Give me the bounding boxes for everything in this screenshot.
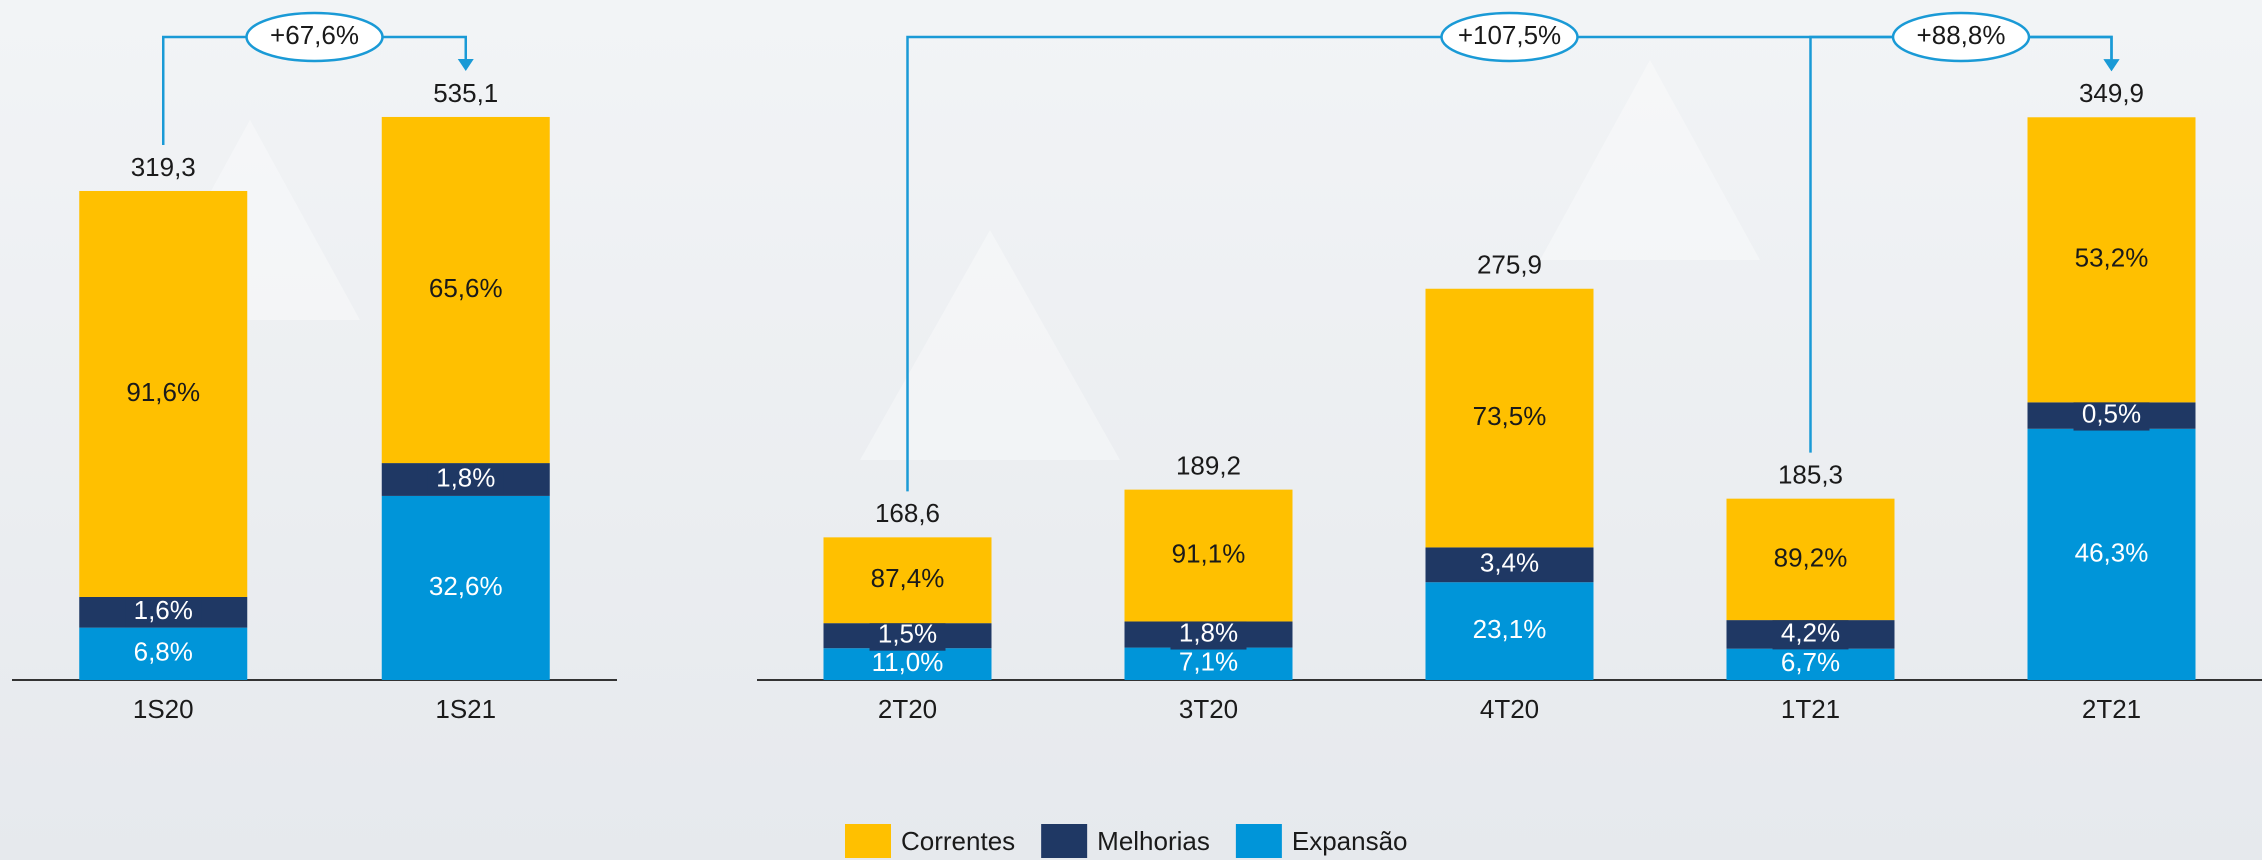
data-label: 6,7% (1781, 647, 1840, 677)
legend-swatch (1041, 824, 1088, 858)
data-label: 91,6% (126, 377, 200, 407)
label-box (1170, 619, 1247, 650)
data-label: 53,2% (2075, 243, 2149, 273)
annotation-arrow (457, 58, 474, 71)
data-label: 11,0% (872, 647, 944, 677)
data-label: 91,1% (1172, 538, 1246, 568)
bar-segment (1124, 489, 1293, 622)
data-label: 3,4% (1480, 548, 1539, 578)
x-tick-label: 2T21 (2082, 694, 2141, 724)
bar-segment (79, 190, 248, 597)
bar-segment (381, 116, 550, 464)
legend-label: Expansão (1292, 826, 1408, 856)
data-label: 46,3% (2075, 537, 2149, 567)
annotation-label: +67,6% (270, 20, 359, 50)
legend-label: Melhorias (1097, 826, 1210, 856)
data-label: 1,8% (1179, 617, 1238, 647)
bar-segment (2027, 117, 2196, 403)
data-label: 23,1% (1473, 614, 1547, 644)
label-box (1471, 549, 1548, 580)
bar-segment (1726, 648, 1895, 680)
bar-segment (381, 495, 550, 680)
total-label: 349,9 (2079, 78, 2144, 108)
x-tick-label: 1T21 (1781, 694, 1840, 724)
annotation-label: +88,8% (1917, 20, 2006, 50)
annotation-bubble (1891, 11, 2031, 63)
data-label: 89,2% (1774, 542, 1848, 572)
total-label: 168,6 (875, 498, 940, 528)
data-label: 32,6% (429, 571, 503, 601)
label-box (1772, 619, 1849, 650)
bar-segment (1726, 498, 1895, 621)
annotation-bubble (245, 11, 384, 63)
data-label: 7,1% (1179, 647, 1238, 677)
label-box (125, 597, 202, 628)
bar-segment (2027, 428, 2196, 680)
total-label: 275,9 (1477, 250, 1542, 280)
label-box (2073, 400, 2150, 431)
data-label: 87,4% (871, 563, 945, 593)
x-tick-label: 3T20 (1179, 694, 1238, 724)
total-label: 189,2 (1176, 450, 1241, 480)
total-label: 185,3 (1778, 460, 1843, 490)
label-box (427, 464, 504, 495)
annotation-arrow (2103, 59, 2120, 72)
bar-segment (1425, 582, 1594, 680)
annotation-bubble (1440, 11, 1579, 63)
label-box (869, 620, 946, 651)
bar-segment (1425, 288, 1594, 548)
bar-segment (823, 648, 992, 680)
bar-segment (823, 537, 992, 624)
total-label: 535,1 (433, 78, 498, 108)
data-label: 1,6% (134, 595, 193, 625)
x-tick-label: 4T20 (1480, 694, 1539, 724)
data-label: 4,2% (1781, 617, 1840, 647)
x-tick-label: 2T20 (878, 694, 937, 724)
x-tick-label: 1S21 (435, 694, 496, 724)
data-label: 6,8% (134, 637, 193, 667)
data-label: 65,6% (429, 273, 503, 303)
bar-segment (1124, 647, 1293, 680)
bar-segment (79, 627, 248, 680)
data-label: 1,8% (436, 462, 495, 492)
legend-swatch (845, 824, 891, 858)
legend-label: Correntes (901, 826, 1015, 856)
x-tick-label: 1S20 (133, 694, 194, 724)
data-label: 1,5% (878, 619, 937, 649)
annotation-label: +107,5% (1458, 20, 1561, 50)
legend-swatch (1235, 824, 1282, 858)
total-label: 319,3 (131, 152, 196, 182)
data-label: 73,5% (1473, 401, 1547, 431)
data-label: 0,5% (2082, 398, 2141, 428)
